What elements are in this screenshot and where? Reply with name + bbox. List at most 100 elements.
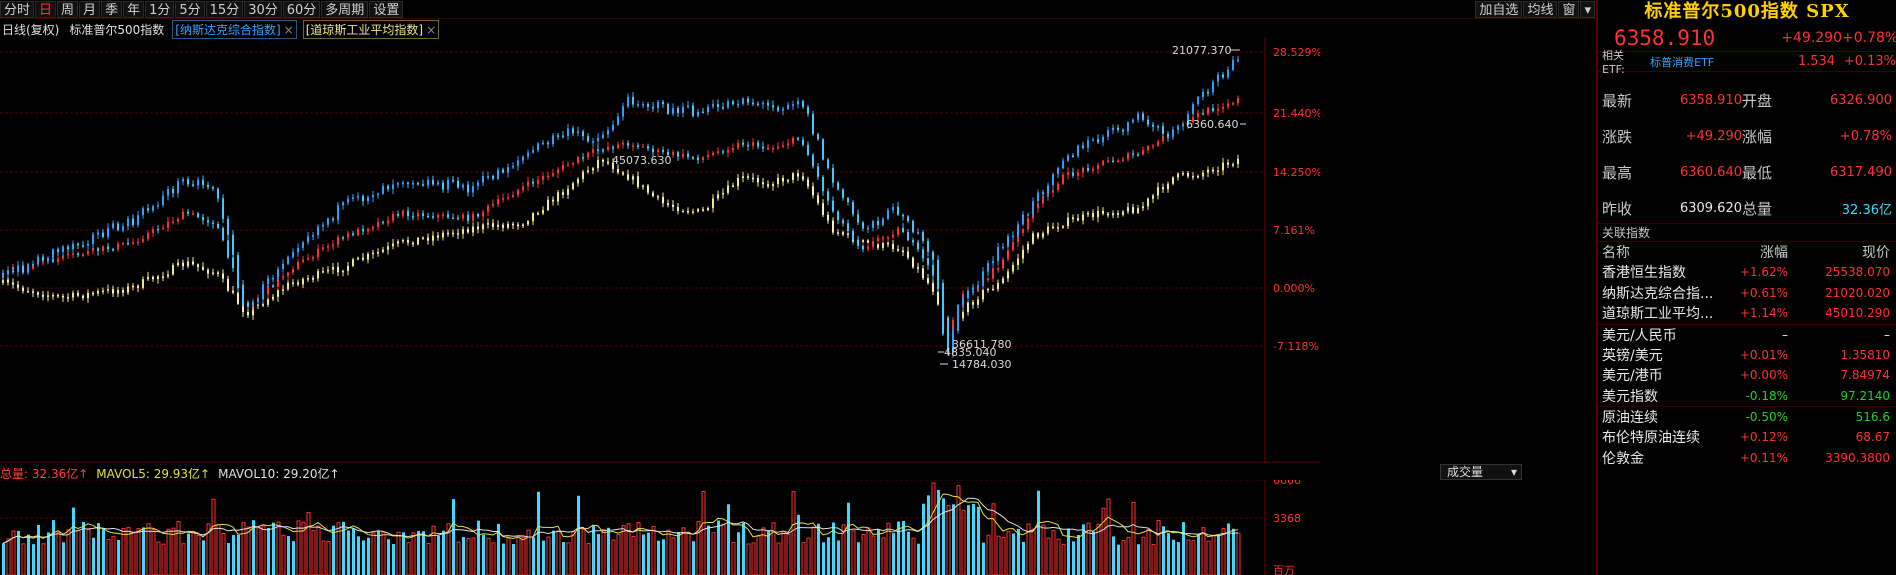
dow-candle bbox=[77, 292, 79, 296]
tool-button[interactable]: ▾ bbox=[1580, 1, 1595, 18]
dow-candle bbox=[742, 176, 744, 179]
etf-name[interactable]: 标普消费ETF bbox=[1650, 55, 1715, 69]
dow-candle bbox=[517, 224, 519, 227]
nasdaq-candle bbox=[872, 221, 874, 228]
volume-bar bbox=[601, 528, 606, 575]
dow-candle bbox=[1032, 233, 1034, 244]
dow-candle bbox=[612, 162, 614, 169]
volume-bar bbox=[1072, 541, 1075, 575]
period-tab[interactable]: 设置 bbox=[369, 0, 404, 18]
volume-bar bbox=[1221, 528, 1226, 575]
spx-candle bbox=[1132, 153, 1134, 155]
period-tab[interactable]: 月 bbox=[79, 0, 101, 18]
dow-candle bbox=[607, 161, 609, 164]
dow-candle bbox=[537, 213, 539, 215]
price-chart[interactable]: 31.263% 28.529% 21.440% 14.250% 7.161% 0.000%… bbox=[0, 38, 1320, 463]
legend-spx[interactable]: 标准普尔500指数 bbox=[69, 22, 165, 37]
related-row[interactable]: 美元指数 -0.18% 97.2140 bbox=[1598, 386, 1896, 407]
related-row[interactable]: 伦敦金 +0.11% 3390.3800 bbox=[1598, 447, 1896, 468]
spx-candle bbox=[602, 149, 604, 152]
etf-label: 相关ETF: bbox=[1602, 49, 1625, 76]
related-etf-row[interactable]: 相关ETF: 标普消费ETF 1.534 +0.13% bbox=[1598, 49, 1896, 76]
dow-candle bbox=[547, 199, 549, 211]
volume-bar bbox=[1186, 539, 1191, 575]
tool-button[interactable]: 窗 bbox=[1558, 1, 1580, 18]
volume-bar bbox=[866, 527, 871, 575]
nasdaq-candle bbox=[457, 180, 459, 188]
quote-label: 最新 bbox=[1602, 91, 1633, 110]
period-tab[interactable]: 年 bbox=[123, 0, 145, 18]
period-tab[interactable]: 日 bbox=[35, 0, 57, 18]
dow-candle bbox=[732, 185, 734, 187]
dow-candle bbox=[467, 229, 469, 233]
volume-bar bbox=[1106, 498, 1111, 575]
legend-nasdaq[interactable]: [纳斯达克综合指数] × bbox=[172, 19, 297, 39]
dow-candle bbox=[1152, 195, 1154, 199]
volume-bar bbox=[877, 529, 880, 575]
spx-candle bbox=[1062, 174, 1064, 184]
spx-candle bbox=[1162, 136, 1164, 142]
period-tab[interactable]: 分时 bbox=[0, 0, 35, 18]
dow-candle bbox=[352, 259, 354, 266]
nasdaq-candle bbox=[462, 184, 464, 188]
volume-chart[interactable]: 6666 3368 百万 bbox=[0, 480, 1320, 575]
tool-button[interactable]: 加自选 bbox=[1475, 1, 1523, 18]
volume-bar bbox=[106, 539, 111, 575]
related-row[interactable]: 布伦特原油连续 +0.12% 68.67 bbox=[1598, 427, 1896, 448]
period-tab[interactable]: 周 bbox=[57, 0, 79, 18]
dow-candle bbox=[137, 285, 139, 288]
related-row[interactable]: 香港恒生指数 +1.62% 25538.070 bbox=[1598, 262, 1896, 283]
dow-candle bbox=[887, 242, 889, 245]
related-chg: +1.14% bbox=[1739, 306, 1788, 321]
related-row[interactable]: 原油连续 -0.50% 516.6 bbox=[1598, 406, 1896, 427]
spx-candle bbox=[287, 272, 289, 277]
spx-candle bbox=[547, 175, 549, 178]
related-row[interactable]: 美元/港币 +0.00% 7.84974 bbox=[1598, 365, 1896, 386]
period-tab[interactable]: 5分 bbox=[175, 0, 205, 18]
period-tab[interactable]: 多周期 bbox=[321, 0, 369, 18]
spx-candle bbox=[747, 144, 749, 147]
spx-candle bbox=[177, 218, 179, 222]
dow-candle bbox=[382, 249, 384, 252]
volume-bar bbox=[817, 523, 820, 575]
nasdaq-candle bbox=[497, 169, 499, 180]
volume-bar bbox=[292, 541, 295, 575]
dow-candle bbox=[707, 207, 709, 211]
volume-bar bbox=[342, 521, 345, 575]
dow-candle bbox=[1017, 258, 1019, 266]
volume-bar bbox=[1126, 536, 1131, 575]
spx-candle bbox=[267, 285, 269, 295]
dow-candle bbox=[907, 251, 909, 258]
period-tab[interactable]: 30分 bbox=[244, 0, 282, 18]
period-tab[interactable]: 15分 bbox=[205, 0, 244, 18]
related-row[interactable]: 英镑/美元 +0.01% 1.35810 bbox=[1598, 344, 1896, 365]
related-row[interactable]: 纳斯达克综合指... +0.61% 21020.020 bbox=[1598, 283, 1896, 304]
nasdaq-candle bbox=[537, 143, 539, 151]
spx-candle bbox=[622, 142, 624, 145]
volume-bar bbox=[1217, 535, 1220, 575]
spx-candle bbox=[1222, 106, 1224, 109]
close-icon[interactable]: × bbox=[283, 22, 294, 37]
dow-candle bbox=[362, 257, 364, 260]
spx-candle bbox=[1122, 159, 1124, 161]
related-chg: -0.18% bbox=[1745, 388, 1788, 403]
period-tab[interactable]: 60分 bbox=[282, 0, 321, 18]
nasdaq-candle bbox=[777, 107, 779, 111]
related-row[interactable]: 道琼斯工业平均... +1.14% 45010.290 bbox=[1598, 303, 1896, 324]
spx-candle bbox=[1087, 167, 1089, 171]
nasdaq-candle bbox=[502, 169, 504, 173]
period-tab[interactable]: 季 bbox=[101, 0, 123, 18]
period-tab[interactable]: 1分 bbox=[145, 0, 175, 18]
volume-bar bbox=[332, 525, 335, 575]
spx-candle bbox=[802, 139, 804, 145]
dow-candle bbox=[182, 262, 184, 267]
related-row[interactable]: 美元/人民币 – – bbox=[1598, 323, 1896, 345]
nasdaq-candle bbox=[762, 102, 764, 105]
close-icon[interactable]: × bbox=[426, 22, 437, 37]
legend-dow[interactable]: [道琼斯工业平均指数] × bbox=[302, 19, 440, 39]
tool-button[interactable]: 均线 bbox=[1523, 1, 1558, 18]
dow-candle bbox=[267, 299, 269, 305]
indicator-select[interactable]: 成交量 ▾ bbox=[1440, 464, 1522, 480]
spx-candle bbox=[682, 153, 684, 157]
spx-candle bbox=[222, 227, 224, 241]
